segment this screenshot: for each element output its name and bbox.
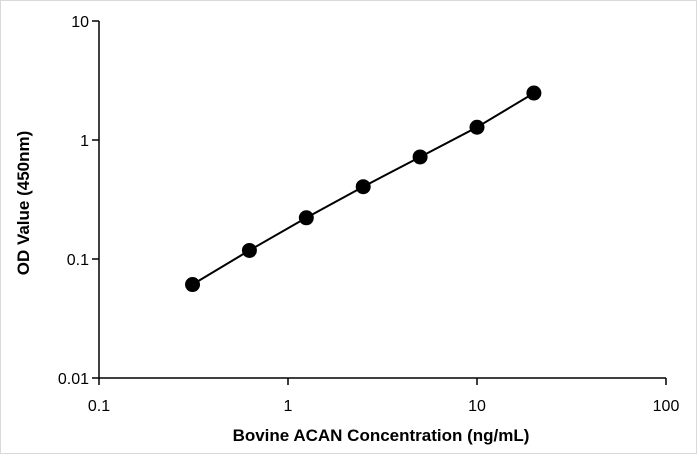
x-tick-label: 1 [284,398,293,415]
data-point [526,85,542,101]
y-tick-label: 0.1 [67,252,89,269]
x-tick-label: 10 [468,398,486,415]
y-axis-title: OD Value (450nm) [14,131,33,276]
data-point [469,119,485,135]
y-tick-label: 0.01 [58,371,89,388]
y-tick-label: 1 [80,133,89,150]
x-tick-label: 100 [653,398,680,415]
x-tick-label: 0.1 [88,398,110,415]
data-point [185,277,201,293]
y-tick-label: 10 [71,14,89,31]
data-point [412,149,428,165]
x-axis-title: Bovine ACAN Concentration (ng/mL) [233,426,530,445]
axes: 0.01 0.1 1 10 0.1 1 10 100 [58,14,680,415]
data-point [355,179,371,195]
data-point [241,242,257,258]
data-point [298,210,314,226]
series-group [185,85,542,293]
